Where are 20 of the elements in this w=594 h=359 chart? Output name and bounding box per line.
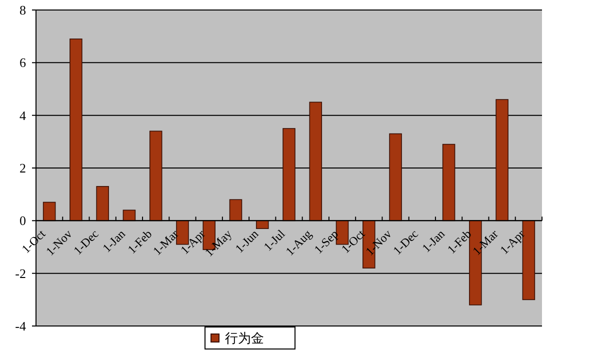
bar	[96, 186, 109, 222]
y-tick-label: -4	[15, 318, 26, 334]
y-tick-label: 6	[20, 55, 26, 70]
bar	[256, 220, 269, 229]
bar	[70, 38, 82, 222]
bar	[309, 102, 322, 222]
y-tick-label: 8	[20, 2, 26, 18]
y-tick-label: 0	[20, 213, 26, 228]
bar	[496, 99, 508, 222]
legend-label: 行为金	[225, 330, 264, 346]
bar	[149, 130, 162, 222]
y-tick-label: 2	[20, 160, 26, 176]
bar	[389, 133, 402, 222]
bar	[42, 202, 56, 222]
y-tick-label: 4	[20, 108, 26, 123]
bar	[229, 199, 242, 222]
bar	[442, 144, 456, 222]
y-tick-label: -2	[15, 266, 26, 281]
bar	[282, 128, 296, 222]
bar	[122, 210, 136, 222]
